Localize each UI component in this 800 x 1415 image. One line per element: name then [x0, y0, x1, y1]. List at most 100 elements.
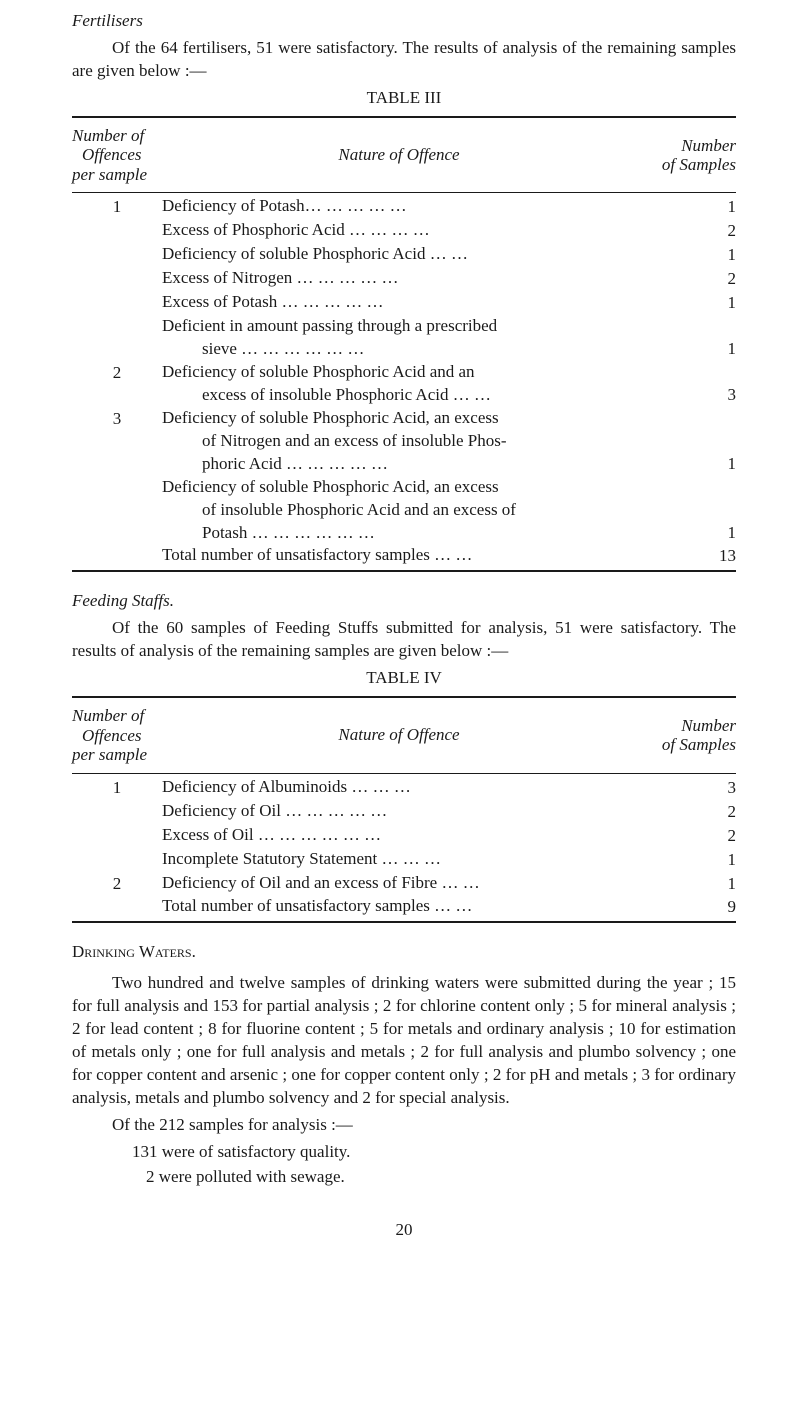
text-line: of Nitrogen and an excess of insoluble P…: [162, 430, 507, 453]
fertilisers-intro: Of the 64 fertilisers, 51 were satisfact…: [72, 37, 736, 83]
table4: Number of Offences per sample Nature of …: [72, 696, 736, 923]
head-left-l3: per sample: [72, 745, 162, 765]
offence-count: 1: [72, 195, 162, 219]
head-left-l2: Offences: [72, 726, 162, 746]
head-right-l1: Number: [636, 716, 736, 736]
table-head-right: Number of Samples: [636, 716, 736, 755]
offence-count: 1: [72, 776, 162, 800]
rule: [72, 570, 736, 572]
text-line: excess of insoluble Phosphoric Acid … …: [162, 384, 491, 407]
table-head-right: Number of Samples: [636, 136, 736, 175]
offence-nature: Excess of Nitrogen … … … … …: [162, 267, 676, 290]
table-row: 2 Deficiency of soluble Phosphoric Acid …: [72, 361, 736, 407]
table-row-total: Total number of unsatisfactory samples ……: [72, 895, 736, 919]
sample-count: 2: [676, 800, 736, 824]
sample-count: 1: [676, 452, 736, 476]
drinking-waters-heading: Drinking Waters.: [72, 941, 736, 964]
rule: [72, 773, 736, 774]
sample-count: 1: [676, 848, 736, 872]
offence-nature: Deficiency of soluble Phosphoric Acid an…: [162, 361, 676, 407]
sample-count: 1: [676, 521, 736, 545]
table-row: Deficiency of soluble Phosphoric Acid, a…: [72, 476, 736, 545]
rule: [72, 192, 736, 193]
sample-count: 2: [676, 267, 736, 291]
head-right-l2: of Samples: [636, 155, 736, 175]
sample-count: 2: [676, 824, 736, 848]
offence-nature: Deficiency of soluble Phosphoric Acid, a…: [162, 476, 676, 545]
rule: [72, 696, 736, 698]
table-row-total: Total number of unsatisfactory samples ……: [72, 544, 736, 568]
table3: Number of Offences per sample Nature of …: [72, 116, 736, 573]
offence-count: 3: [72, 407, 162, 431]
sample-count: 1: [676, 872, 736, 896]
text-line: Deficiency of soluble Phosphoric Acid an…: [162, 362, 475, 381]
text-line: Potash … … … … … …: [162, 522, 375, 545]
feeding-title: Feeding Staffs.: [72, 590, 736, 613]
head-left-l1: Number of: [72, 126, 162, 146]
table-head-center: Nature of Offence: [162, 724, 636, 747]
offence-nature: Excess of Phosphoric Acid … … … …: [162, 219, 676, 242]
offence-count: 2: [72, 872, 162, 896]
feeding-intro: Of the 60 samples of Feeding Stuffs subm…: [72, 617, 736, 663]
fertilisers-title: Fertilisers: [72, 10, 736, 33]
head-right-l1: Number: [636, 136, 736, 156]
head-left-l2: Offences: [72, 145, 162, 165]
drinking-para1: Two hundred and twelve samples of drinki…: [72, 972, 736, 1110]
sample-count: 1: [676, 195, 736, 219]
table4-head: Number of Offences per sample Nature of …: [72, 700, 736, 771]
rule: [72, 921, 736, 923]
table-head-left: Number of Offences per sample: [72, 126, 162, 185]
list-item: 2 were polluted with sewage.: [132, 1166, 736, 1189]
sample-count: 1: [676, 291, 736, 315]
offence-nature: Deficiency of soluble Phosphoric Acid, a…: [162, 407, 676, 476]
offence-nature: Deficient in amount passing through a pr…: [162, 315, 676, 361]
offence-nature: Deficiency of Albuminoids … … …: [162, 776, 676, 799]
table-row: Deficiency of Oil … … … … … 2: [72, 800, 736, 824]
total-label: Total number of unsatisfactory samples ……: [162, 544, 676, 567]
rule: [72, 116, 736, 118]
offence-nature: Deficiency of Oil … … … … …: [162, 800, 676, 823]
sample-count: 1: [676, 337, 736, 361]
table-row: Excess of Potash … … … … … 1: [72, 291, 736, 315]
table3-label: TABLE III: [72, 87, 736, 110]
table-row: 1 Deficiency of Albuminoids … … … 3: [72, 776, 736, 800]
total-value: 13: [676, 544, 736, 568]
table-row: Excess of Phosphoric Acid … … … … 2: [72, 219, 736, 243]
total-label: Total number of unsatisfactory samples ……: [162, 895, 676, 918]
offence-nature: Deficiency of Oil and an excess of Fibre…: [162, 872, 676, 895]
table-row: 1 Deficiency of Potash… … … … … 1: [72, 195, 736, 219]
page-number: 20: [72, 1219, 736, 1242]
table-row: Excess of Nitrogen … … … … … 2: [72, 267, 736, 291]
table-row: Deficiency of soluble Phosphoric Acid … …: [72, 243, 736, 267]
text-line: Deficiency of soluble Phosphoric Acid, a…: [162, 477, 499, 496]
sample-count: 3: [676, 383, 736, 407]
table-head-center: Nature of Offence: [162, 144, 636, 167]
head-right-l2: of Samples: [636, 735, 736, 755]
sample-count: 3: [676, 776, 736, 800]
text-line: phoric Acid … … … … …: [162, 453, 388, 476]
sample-count: 1: [676, 243, 736, 267]
offence-nature: Excess of Oil … … … … … …: [162, 824, 676, 847]
table4-label: TABLE IV: [72, 667, 736, 690]
table-row: Deficient in amount passing through a pr…: [72, 315, 736, 361]
offence-nature: Excess of Potash … … … … …: [162, 291, 676, 314]
table-row: Excess of Oil … … … … … … 2: [72, 824, 736, 848]
table-row: 2 Deficiency of Oil and an excess of Fib…: [72, 872, 736, 896]
list-item: 131 were of satisfactory quality.: [132, 1141, 736, 1164]
total-value: 9: [676, 895, 736, 919]
drinking-list: 131 were of satisfactory quality. 2 were…: [72, 1141, 736, 1189]
table-row: Incomplete Statutory Statement … … … 1: [72, 848, 736, 872]
head-left-l3: per sample: [72, 165, 162, 185]
text-line: sieve … … … … … …: [162, 338, 364, 361]
text-line: Deficiency of soluble Phosphoric Acid, a…: [162, 408, 499, 427]
head-left-l1: Number of: [72, 706, 162, 726]
table-head-left: Number of Offences per sample: [72, 706, 162, 765]
offence-count: 2: [72, 361, 162, 385]
table3-head: Number of Offences per sample Nature of …: [72, 120, 736, 191]
offence-nature: Deficiency of Potash… … … … …: [162, 195, 676, 218]
offence-nature: Incomplete Statutory Statement … … …: [162, 848, 676, 871]
table-row: 3 Deficiency of soluble Phosphoric Acid,…: [72, 407, 736, 476]
text-line: Deficient in amount passing through a pr…: [162, 316, 497, 335]
offence-nature: Deficiency of soluble Phosphoric Acid … …: [162, 243, 676, 266]
text-line: of insoluble Phosphoric Acid and an exce…: [162, 499, 516, 522]
